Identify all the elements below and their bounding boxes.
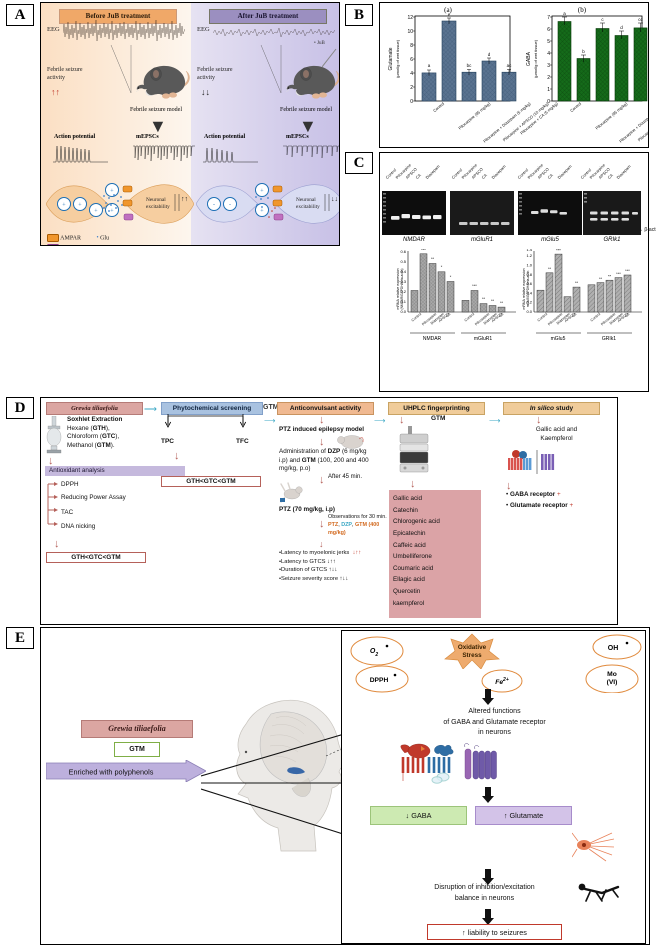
svg-text:**: **: [608, 274, 612, 279]
svg-text:c: c: [601, 17, 604, 22]
svg-text:Neuronal: Neuronal: [146, 197, 166, 203]
svg-text:0.0: 0.0: [526, 309, 532, 314]
svg-text:0.5: 0.5: [400, 259, 406, 264]
svg-text:(µmol/g of wet tissue): (µmol/g of wet tissue): [533, 39, 538, 78]
svg-text:(VI): (VI): [607, 679, 618, 686]
svg-text:6: 6: [547, 27, 550, 33]
svg-text:*: *: [441, 264, 443, 269]
svg-text:b: b: [582, 49, 585, 54]
svg-text:d: d: [488, 52, 491, 57]
svg-text:**: **: [482, 296, 486, 301]
svg-text:*: *: [450, 274, 452, 279]
svg-text:**: **: [548, 266, 552, 271]
svg-text:NMDAR: NMDAR: [423, 336, 442, 341]
svg-text:3: 3: [547, 63, 550, 69]
svg-text:a: a: [428, 63, 431, 68]
svg-text:12: 12: [407, 15, 413, 21]
svg-text:Fe2+: Fe2+: [495, 677, 509, 686]
svg-text:7: 7: [547, 15, 550, 21]
svg-text:4: 4: [410, 71, 413, 77]
svg-text:a: a: [563, 11, 566, 16]
svg-text:(NMDAR/GAPDH/beta-actin): (NMDAR/GAPDH/beta-actin): [400, 269, 404, 310]
svg-text:1.4: 1.4: [526, 249, 532, 252]
svg-text:↑↑: ↑↑: [181, 195, 188, 203]
svg-text:GABA: GABA: [526, 51, 532, 66]
svg-text:↓↓: ↓↓: [331, 195, 338, 203]
svg-text:Glutamate: Glutamate: [388, 47, 394, 70]
svg-text:**: **: [500, 300, 504, 305]
svg-text:1.0: 1.0: [526, 263, 532, 268]
svg-text:d: d: [620, 25, 623, 30]
svg-text:-: -: [229, 203, 231, 209]
svg-text:6: 6: [410, 57, 413, 63]
svg-text:O2: O2: [370, 648, 378, 658]
svg-text:***: ***: [472, 283, 477, 288]
svg-text:Neuronal: Neuronal: [296, 197, 316, 203]
svg-text:***: ***: [616, 271, 621, 276]
svg-text:1.2: 1.2: [526, 253, 532, 258]
svg-text:excitability: excitability: [296, 204, 320, 210]
svg-text:(b): (b): [578, 6, 587, 14]
svg-text:Mo: Mo: [607, 671, 617, 678]
svg-text:8: 8: [410, 43, 413, 49]
svg-text:***: ***: [556, 249, 561, 253]
svg-text:***: ***: [625, 268, 630, 273]
svg-text:0.6: 0.6: [400, 249, 406, 254]
svg-text:GRIk1: GRIk1: [602, 336, 616, 341]
svg-text:Enriched with polyphenols: Enriched with polyphenols: [69, 768, 154, 777]
svg-text:OH: OH: [608, 645, 619, 652]
svg-text:**: **: [575, 280, 579, 285]
svg-text:bc: bc: [467, 63, 473, 68]
svg-text:mGlu5: mGlu5: [551, 336, 566, 341]
svg-text:**: **: [599, 276, 603, 281]
svg-text:ac: ac: [507, 63, 513, 68]
svg-text:(µmol/g of wet tissue): (µmol/g of wet tissue): [395, 39, 400, 78]
svg-text:1: 1: [547, 87, 550, 93]
svg-text:4: 4: [547, 51, 550, 57]
svg-text:2: 2: [547, 75, 550, 81]
svg-text:mGlu5/GAPDH/beta-actin: mGlu5/GAPDH/beta-actin: [526, 271, 530, 308]
svg-text:2: 2: [410, 85, 413, 91]
svg-text:10: 10: [407, 29, 413, 35]
svg-text:**: **: [431, 256, 435, 261]
svg-text:***: ***: [421, 249, 426, 252]
svg-text:cc: cc: [638, 17, 643, 22]
svg-text:**: **: [491, 298, 495, 303]
svg-text:DPPH: DPPH: [370, 677, 389, 684]
svg-text:5: 5: [547, 39, 550, 45]
svg-text:mGluR1: mGluR1: [474, 336, 493, 341]
svg-text:-: -: [213, 203, 215, 209]
svg-text:excitability: excitability: [146, 204, 170, 210]
